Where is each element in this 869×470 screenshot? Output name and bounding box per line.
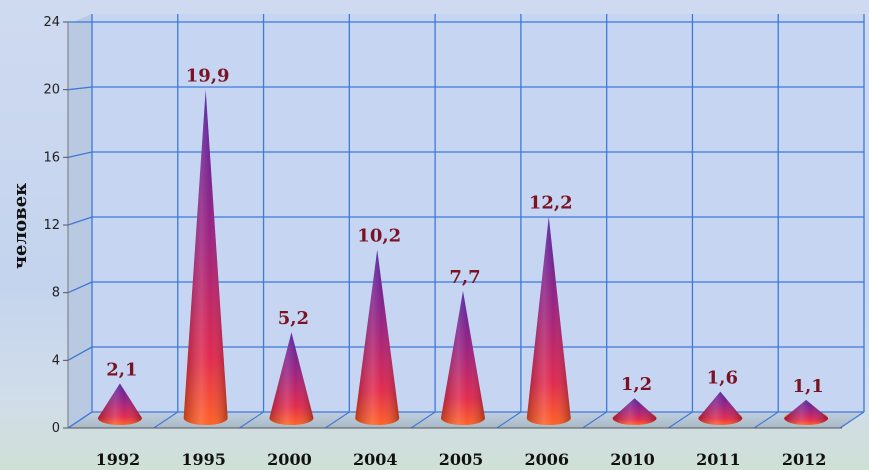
data-label: 1,2: [621, 374, 652, 395]
y-axis-ticks: 0 4 8 12 16 20 24: [43, 15, 68, 436]
floor-line: [582, 411, 607, 429]
floor-line: [496, 411, 522, 429]
grid-line-side: [67, 86, 93, 91]
cone-1992: [97, 383, 142, 425]
cone-shade: [526, 216, 571, 425]
cone-2000: [269, 332, 314, 425]
data-label: 5,2: [278, 308, 309, 329]
cone-shade: [183, 89, 228, 426]
data-label: 7,7: [449, 267, 480, 288]
y-tick-label: 0: [52, 421, 60, 436]
x-tick-label: 2006: [525, 450, 570, 469]
floor-line: [153, 411, 179, 429]
x-tick-label: 2005: [439, 450, 484, 469]
cone-shade: [269, 332, 314, 425]
x-tick-label: 1992: [96, 450, 141, 469]
cone-shade: [784, 399, 829, 425]
cone-2010: [612, 398, 657, 425]
cone-shade: [698, 391, 743, 425]
data-label: 2,1: [106, 359, 137, 380]
cone-2011: [698, 391, 743, 425]
floor-line: [239, 411, 264, 429]
floor-line: [410, 411, 436, 429]
data-label: 12,2: [529, 193, 573, 214]
floor-line: [67, 411, 93, 429]
cone-shade: [355, 249, 400, 425]
back-wall: [92, 14, 864, 412]
floor-line: [325, 411, 350, 429]
x-tick-label: 2011: [696, 450, 741, 469]
cone-shade: [97, 383, 142, 425]
x-tick-label: 2000: [267, 450, 312, 469]
floor-line: [668, 411, 693, 429]
y-tick-label: 16: [43, 150, 60, 165]
data-label: 19,9: [186, 66, 230, 87]
cones: [97, 89, 829, 426]
cone-2006: [526, 216, 571, 425]
floor-line: [839, 411, 865, 429]
grid-line-side: [67, 151, 93, 158]
cone-shade: [612, 398, 657, 425]
y-tick-label: 4: [52, 353, 60, 368]
y-tick-label: 20: [43, 83, 60, 98]
data-label: 1,1: [792, 376, 823, 397]
cone-2012: [784, 399, 829, 425]
cone-shade: [441, 290, 485, 425]
y-tick-label: 8: [52, 286, 60, 301]
x-tick-label: 2012: [782, 450, 827, 469]
cone-2004: [355, 249, 400, 425]
data-label: 1,6: [707, 368, 738, 389]
x-tick-label: 2004: [353, 450, 398, 469]
grid-line-side: [67, 216, 93, 226]
grid-line-side: [67, 346, 93, 361]
x-tick-label: 2010: [610, 450, 655, 469]
y-tick-label: 24: [43, 15, 60, 30]
grid-line-side: [67, 281, 93, 294]
cone-1995: [183, 89, 228, 426]
y-axis-label: человек: [10, 183, 31, 269]
x-axis-labels: 1992 1995 2000 2004 2005 2006 2010 2011 2012: [96, 450, 827, 469]
floor-line: [753, 411, 779, 429]
y-tick-label: 12: [43, 218, 60, 233]
cone-2005: [441, 290, 485, 425]
x-tick-label: 1995: [181, 450, 226, 469]
data-labels: 2,1 19,9 5,2 10,2 7,7 12,2 1,2 1,6 1,1: [106, 66, 824, 397]
data-label: 10,2: [357, 226, 401, 247]
